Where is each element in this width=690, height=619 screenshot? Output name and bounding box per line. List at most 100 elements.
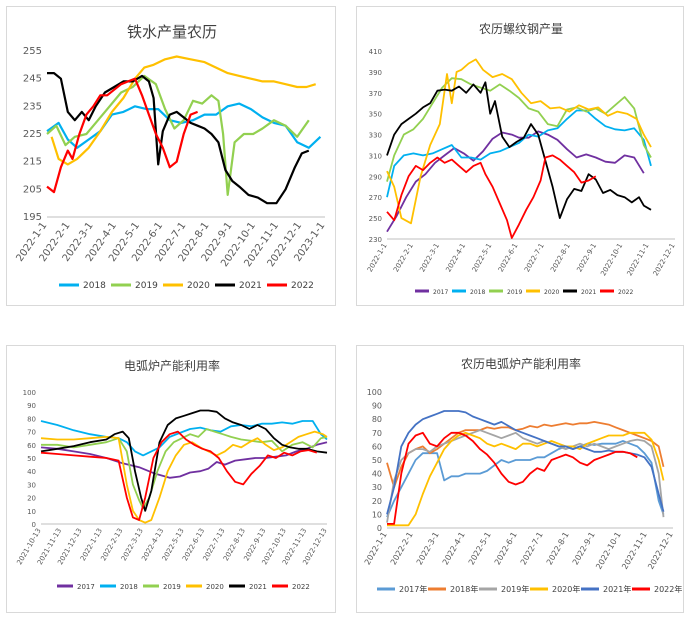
chart-rebar-output: 农历螺纹钢产量 230 250 270 290 310 330 350 370 390 410 202… bbox=[366, 22, 677, 296]
y-tick-label: 245 bbox=[23, 74, 42, 85]
legend-label: 2022年 bbox=[654, 584, 682, 594]
legend-label: 2020 bbox=[187, 281, 210, 291]
x-tick-label: 2022-6-1 bbox=[497, 242, 520, 274]
y-tick-label: 290 bbox=[369, 173, 382, 181]
series-line-2018年 bbox=[386, 421, 665, 489]
chart-panel-eaf-utilization: 电弧炉产能利用率 0 10 20 30 40 50 60 70 80 90 100 2021-10-13… bbox=[6, 345, 336, 613]
y-tick-label: 20 bbox=[372, 497, 382, 506]
series-line-2017 bbox=[386, 130, 645, 233]
y-tick-label: 215 bbox=[23, 157, 42, 168]
series-line-2022年 bbox=[387, 431, 638, 525]
y-tick-label: 0 bbox=[32, 521, 36, 529]
y-tick-label: 350 bbox=[369, 111, 382, 119]
legend-label: 2019年 bbox=[501, 584, 529, 594]
y-tick-label: 60 bbox=[372, 442, 382, 451]
chart-eaf-utilization: 电弧炉产能利用率01020304050607080901002021-10-13… bbox=[15, 358, 328, 591]
x-tick-label: 2022-5-1 bbox=[467, 531, 493, 567]
legend-label: 2020年 bbox=[552, 584, 580, 594]
legend-label: 2021 bbox=[249, 583, 267, 591]
chart-title: 农历电弧炉产能利用率 bbox=[461, 356, 581, 371]
x-tick-label: 2022-7-1 bbox=[519, 531, 545, 567]
x-tick-label: 2022-8-1 bbox=[545, 531, 571, 567]
series-line-2018 bbox=[46, 102, 322, 149]
y-tick-label: 90 bbox=[372, 402, 382, 411]
legend-label: 2020 bbox=[544, 289, 559, 296]
x-tick-label: 2022-2-1 bbox=[389, 531, 415, 567]
y-tick-label: 60 bbox=[27, 442, 36, 450]
y-tick-label: 30 bbox=[27, 481, 36, 489]
x-tick-label: 2022-5-1 bbox=[471, 242, 494, 274]
y-tick-label: 90 bbox=[27, 402, 36, 410]
y-tick-label: 10 bbox=[372, 510, 382, 519]
y-tick-label: 10 bbox=[27, 508, 36, 516]
legend-label: 2018 bbox=[120, 583, 138, 591]
x-tick-label: 2022-3-1 bbox=[418, 242, 441, 274]
y-tick-label: 225 bbox=[23, 129, 42, 140]
legend-label: 2022 bbox=[291, 281, 314, 291]
y-tick-label: 250 bbox=[369, 215, 382, 223]
y-tick-label: 80 bbox=[372, 415, 382, 424]
legend-label: 2021年 bbox=[603, 584, 631, 594]
legend-label: 2022 bbox=[292, 583, 310, 591]
y-tick-label: 40 bbox=[27, 468, 36, 476]
legend-label: 2019 bbox=[507, 289, 522, 296]
legend-label: 2019 bbox=[163, 583, 181, 591]
legend-label: 2018年 bbox=[450, 584, 478, 594]
y-tick-label: 230 bbox=[369, 236, 382, 244]
y-tick-label: 70 bbox=[27, 429, 36, 437]
legend-label: 2017 bbox=[433, 289, 448, 296]
series-line-2020 bbox=[386, 58, 652, 225]
y-tick-label: 80 bbox=[27, 415, 36, 423]
y-tick-label: 330 bbox=[369, 132, 382, 140]
x-tick-label: 2022-10-1 bbox=[594, 531, 622, 571]
series-line-2022 bbox=[40, 430, 318, 521]
y-tick-label: 255 bbox=[23, 46, 42, 57]
series-line-2022 bbox=[46, 77, 198, 194]
series-line-2020 bbox=[50, 55, 317, 166]
y-tick-label: 0 bbox=[377, 524, 382, 533]
y-tick-label: 310 bbox=[369, 152, 382, 160]
legend-label: 2018 bbox=[470, 289, 485, 296]
x-tick-label: 2022-9-1 bbox=[575, 242, 598, 274]
y-tick-label: 390 bbox=[369, 69, 382, 77]
x-tick-label: 2022-11-1 bbox=[620, 531, 648, 571]
chart-panel-rebar-output: 农历螺纹钢产量 230 250 270 290 310 330 350 370 390 410 202… bbox=[356, 6, 684, 306]
chart-iron-output: 铁水产量农历1952052152252352452552022-1-12022-… bbox=[14, 23, 327, 291]
series-line-2020年 bbox=[387, 431, 665, 527]
series-line-2021年 bbox=[386, 410, 665, 515]
series-line-2017年 bbox=[386, 440, 665, 518]
x-tick-label: 2022-10-1 bbox=[599, 242, 624, 277]
series-line-2019 bbox=[46, 74, 310, 196]
y-tick-label: 410 bbox=[369, 48, 382, 56]
series-line-2019年 bbox=[386, 429, 665, 523]
x-tick-label: 2022-12-1 bbox=[652, 242, 677, 277]
legend-label: 2019 bbox=[135, 281, 158, 291]
x-tick-label: 2022-12-1 bbox=[646, 531, 674, 571]
series-line-2021 bbox=[386, 81, 652, 219]
x-tick-label: 2022-3-1 bbox=[415, 531, 441, 567]
y-tick-label: 205 bbox=[23, 184, 42, 195]
chart-eaf-utilization-lunar: 农历电弧炉产能利用率 0 10 20 30 40 50 60 70 80 90 100 2022-1-1… bbox=[363, 356, 683, 594]
legend-label: 2022 bbox=[618, 289, 633, 296]
legend-label: 2021 bbox=[239, 281, 262, 291]
series-line-2021 bbox=[40, 409, 328, 512]
y-tick-label: 270 bbox=[369, 194, 382, 202]
y-tick-label: 40 bbox=[372, 470, 382, 479]
legend-label: 2017年 bbox=[399, 584, 427, 594]
series-line-2018 bbox=[386, 109, 652, 198]
y-tick-label: 370 bbox=[369, 90, 382, 98]
legend-label: 2020 bbox=[206, 583, 224, 591]
y-tick-label: 30 bbox=[372, 483, 382, 492]
legend-label: 2021 bbox=[581, 289, 596, 296]
series-line-2017 bbox=[40, 441, 328, 479]
y-tick-label: 100 bbox=[367, 388, 382, 397]
chart-panel-iron-output: 铁水产量农历 195 205 215 225 235 245 255 2022-1-1 2022-… bbox=[6, 6, 336, 306]
x-tick-label: 2022-4-1 bbox=[441, 531, 467, 567]
chart-panel-eaf-utilization-lunar: 农历电弧炉产能利用率 0 10 20 30 40 50 60 70 80 90 100 2022-1-1… bbox=[356, 345, 684, 613]
x-tick-label: 2022-6-1 bbox=[493, 531, 519, 567]
x-tick-label: 2022-8-1 bbox=[549, 242, 572, 274]
x-tick-label: 2022-11-1 bbox=[626, 242, 651, 277]
series-line-2019 bbox=[386, 77, 652, 182]
y-tick-label: 100 bbox=[23, 389, 36, 397]
y-tick-label: 20 bbox=[27, 495, 36, 503]
